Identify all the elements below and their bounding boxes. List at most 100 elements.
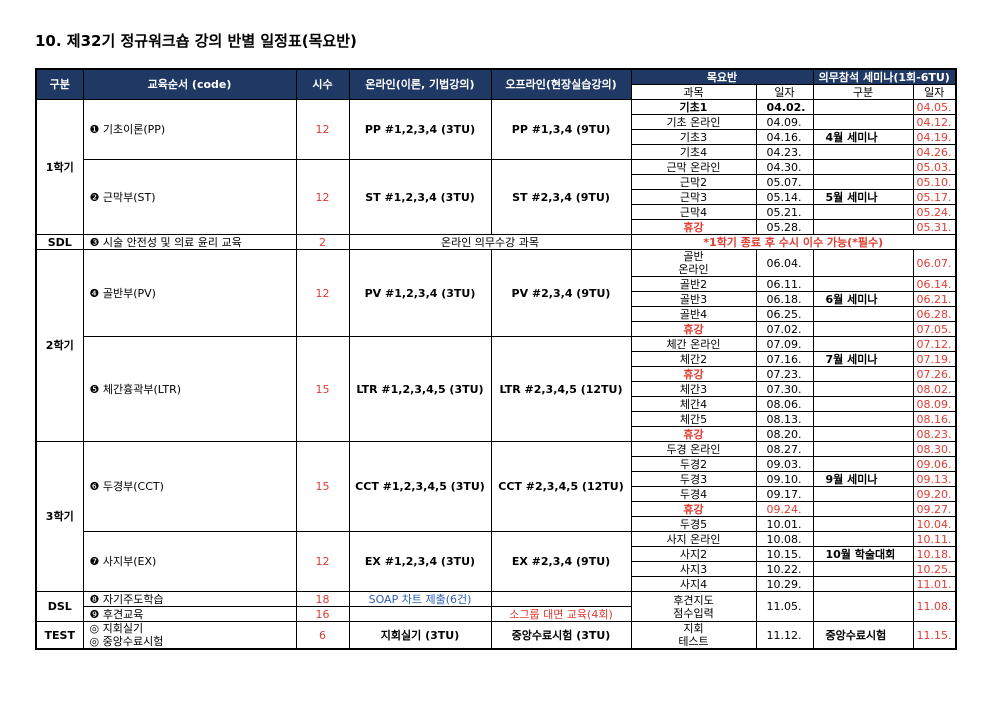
seminar-date-cell: 10.04.: [912, 516, 957, 532]
text-line: ◎ 중앙수료시험: [89, 635, 164, 648]
table-row: 골반3 06.18. 6월 세미나 06.21.: [36, 291, 957, 307]
offline-cell: 중앙수료시험 (3TU): [490, 621, 632, 650]
empty-cell: [812, 306, 914, 322]
subject-cell: 휴강: [630, 366, 757, 382]
seminar-date-cell: 11.15.: [912, 621, 957, 650]
seminar-date-cell: 06.21.: [912, 291, 957, 307]
empty-cell: [812, 381, 914, 397]
header-cell: 일자: [755, 84, 814, 100]
date-cell: 09.03.: [755, 456, 814, 472]
subject-cell: 두경 온라인: [630, 441, 757, 457]
header-row: 과목 일자 구분 일자: [36, 84, 957, 100]
hours-cell: 12: [295, 531, 350, 592]
seminar-date-cell: 07.12.: [912, 336, 957, 352]
empty-cell: [812, 321, 914, 337]
empty-cell: [812, 576, 914, 592]
seminar-date-cell: 10.18.: [912, 546, 957, 562]
table-row: DSL ❽ 자기주도학습 18 SOAP 차트 제출(6건) 후견지도 점수입력 11.05…: [35, 591, 957, 622]
text-line: 테스트: [678, 635, 709, 648]
course-name-cell: ❾ 후견교육: [82, 606, 297, 622]
course-name-cell: ❼ 사지부(EX): [82, 531, 297, 592]
course-name-cell: ❻ 두경부(CCT): [82, 441, 297, 532]
course-name-cell: ❽ 자기주도학습: [82, 591, 297, 607]
subject-cell: 체간3: [630, 381, 757, 397]
hours-cell: 6: [295, 621, 350, 650]
subject-cell: 근막 온라인: [630, 159, 757, 175]
group-cell: 3학기: [35, 441, 84, 592]
subject-cell: 두경2: [630, 456, 757, 472]
date-cell: 04.23.: [755, 144, 814, 160]
seminar-date-cell: 04.19.: [912, 129, 957, 145]
schedule-table: 구분 교육순서 (code) 시수 온라인(이론, 기법강의) 오프라인(현장실…: [35, 68, 957, 650]
table-row: 두경2 09.03. 09.06.: [36, 456, 957, 472]
seminar-date-cell: 04.12.: [912, 114, 957, 130]
empty-cell: [812, 396, 914, 412]
text-line: 온라인: [678, 263, 709, 276]
subject-cell: 휴강: [630, 501, 757, 517]
seminar-cell: 7월 세미나: [812, 351, 914, 367]
empty-cell: [812, 219, 914, 235]
table-row: 체간5 08.13. 08.16.: [36, 411, 957, 427]
text-line: 점수입력: [673, 606, 714, 620]
date-cell: 08.20.: [755, 426, 814, 442]
header-cell: 목요반: [630, 68, 814, 85]
header-cell: 온라인(이론, 기법강의): [348, 68, 492, 100]
date-cell: 07.30.: [755, 381, 814, 397]
header-cell: 구분: [812, 84, 914, 100]
subject-cell: 지회 테스트: [630, 621, 757, 650]
header-row: 구분 교육순서 (code) 시수 온라인(이론, 기법강의) 오프라인(현장실…: [35, 68, 957, 100]
date-cell: 07.09.: [755, 336, 814, 352]
empty-cell: [812, 99, 914, 115]
table-row: 2학기 ❹ 골반부(PV) 12 PV #1,2,3,4 (3TU) PV #2,3,4…: [35, 249, 957, 442]
seminar-date-cell: 05.24.: [912, 204, 957, 220]
seminar-cell: 6월 세미나: [812, 291, 914, 307]
subject-cell: 골반3: [630, 291, 757, 307]
empty-cell: [812, 366, 914, 382]
seminar-date-cell: 08.23.: [912, 426, 957, 442]
table-row: ❷ 근막부(ST) 12 ST #1,2,3,4 (3TU) ST #2,3,4 (9…: [36, 159, 957, 235]
date-cell: 10.15.: [755, 546, 814, 562]
empty-cell: [490, 591, 632, 607]
date-cell: 04.16.: [755, 129, 814, 145]
empty-cell: [812, 159, 914, 175]
seminar-cell: 10월 학술대회: [812, 546, 914, 562]
subject-cell: 휴강: [630, 426, 757, 442]
table-row: 기초3 04.16. 4월 세미나 04.19.: [36, 129, 957, 145]
course-name-cell: ❹ 골반부(PV): [82, 249, 297, 337]
empty-cell: [812, 516, 914, 532]
header-cell: 시수: [295, 68, 350, 100]
seminar-date-cell: 04.05.: [912, 99, 957, 115]
date-cell: 10.08.: [755, 531, 814, 547]
header-cell: 오프라인(현장실습강의): [490, 68, 632, 100]
empty-cell: [812, 426, 914, 442]
table-row: TEST ◎ 지회실기 ◎ 중앙수료시험 6 지회실기 (3TU) 중앙수료시험 (3TU…: [35, 621, 957, 650]
empty-cell: [812, 561, 914, 577]
subject-cell: 사지 온라인: [630, 531, 757, 547]
date-cell: 04.09.: [755, 114, 814, 130]
empty-cell: [812, 486, 914, 502]
seminar-date-cell: 08.09.: [912, 396, 957, 412]
date-cell: 11.05.: [755, 591, 814, 622]
hours-cell: 15: [295, 336, 350, 442]
offline-cell: CCT #2,3,4,5 (12TU): [490, 441, 632, 532]
subject-cell: 후견지도 점수입력: [630, 591, 757, 622]
date-cell: 06.25.: [755, 306, 814, 322]
subject-cell: 골반 온라인: [630, 249, 757, 277]
subject-cell: 체간5: [630, 411, 757, 427]
table-row: 1학기 ❶ 기초이론(PP) 12 PP #1,2,3,4 (3TU) PP #1,3,…: [35, 99, 957, 235]
course-name-cell: ❷ 근막부(ST): [82, 159, 297, 235]
hours-cell: 16: [295, 606, 350, 622]
seminar-cell: 9월 세미나: [812, 471, 914, 487]
course-name-cell: ❶ 기초이론(PP): [82, 99, 297, 160]
online-cell: 지회실기 (3TU): [348, 621, 492, 650]
hours-cell: 12: [295, 159, 350, 235]
subject-cell: 사지2: [630, 546, 757, 562]
table-row: 기초4 04.23. 04.26.: [36, 144, 957, 160]
empty-cell: [812, 174, 914, 190]
group-cell: 2학기: [35, 249, 84, 442]
empty-cell: [812, 531, 914, 547]
header-cell: 의무참석 세미나(1회-6TU): [812, 68, 957, 85]
subject-cell: 근막2: [630, 174, 757, 190]
date-cell: 09.24.: [755, 501, 814, 517]
date-cell: 11.12.: [755, 621, 814, 650]
